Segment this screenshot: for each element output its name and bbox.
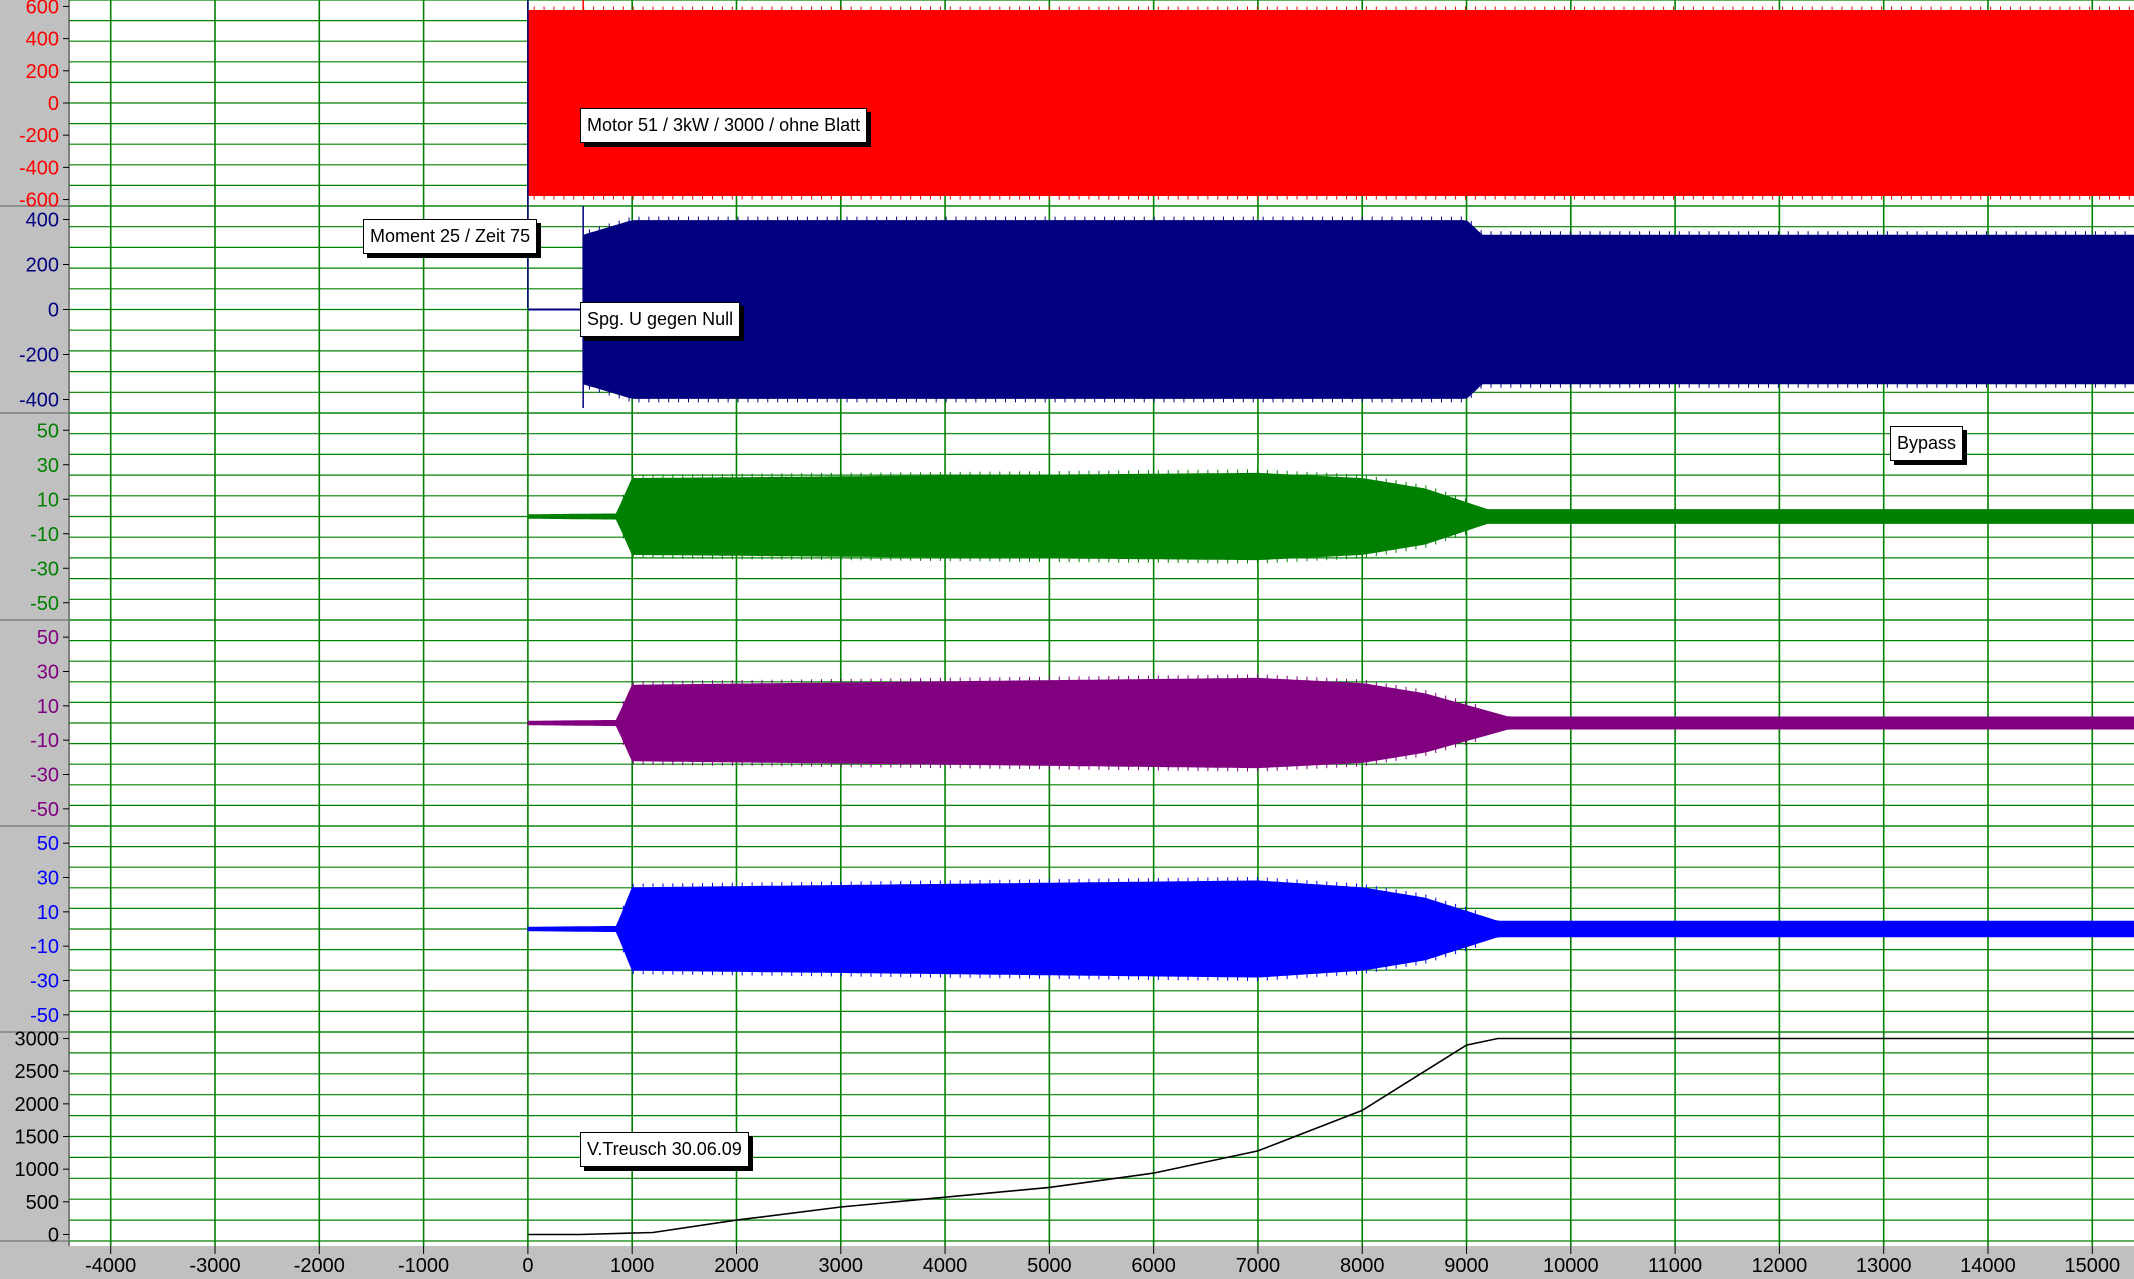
y-tick-label: 0	[48, 93, 59, 115]
y-tick-label: -200	[19, 345, 59, 367]
y-tick-label: 0	[48, 300, 59, 322]
x-tick-label: 5000	[1027, 1255, 1072, 1277]
annotation-author: V.Treusch 30.06.09	[580, 1132, 749, 1167]
x-tick-label: 0	[522, 1255, 533, 1277]
y-tick-label: 50	[37, 420, 59, 442]
series-envelope-5	[527, 880, 2134, 978]
x-tick-label: 3000	[819, 1255, 864, 1277]
x-tick-label: 7000	[1236, 1255, 1281, 1277]
x-tick-label: 14000	[1960, 1255, 2016, 1277]
y-tick-label: 1500	[15, 1127, 60, 1149]
y-tick-label: 50	[37, 833, 59, 855]
series-envelope-3	[527, 472, 2134, 561]
x-tick-label: 11000	[1648, 1255, 1702, 1277]
y-tick-label: 2500	[15, 1061, 60, 1083]
y-tick-label: 10	[37, 696, 59, 718]
y-tick-label: -600	[19, 190, 59, 212]
y-tick-label: 30	[37, 455, 59, 477]
x-tick-label: -1000	[398, 1255, 449, 1277]
x-tick-label: -2000	[294, 1255, 345, 1277]
y-tick-label: 30	[37, 868, 59, 890]
annotation-moment: Moment 25 / Zeit 75	[363, 219, 538, 254]
x-tick-label: 15000	[2064, 1255, 2120, 1277]
series-envelope-4	[527, 677, 2134, 769]
x-tick-label: 2000	[714, 1255, 759, 1277]
x-tick-label: 13000	[1856, 1255, 1912, 1277]
x-tick-label: 4000	[923, 1255, 968, 1277]
x-tick-label: 8000	[1340, 1255, 1385, 1277]
y-tick-label: -10	[30, 730, 59, 752]
x-tick-label: 9000	[1444, 1255, 1489, 1277]
x-axis-panel	[0, 1246, 2134, 1279]
y-tick-label: 1000	[15, 1159, 60, 1181]
y-tick-label: 600	[26, 0, 59, 18]
y-tick-label: 400	[26, 29, 59, 51]
y-tick-label: 200	[26, 61, 59, 83]
y-tick-label: 10	[37, 489, 59, 511]
x-tick-label: 10000	[1543, 1255, 1599, 1277]
annotation-spg: Spg. U gegen Null	[580, 302, 741, 337]
y-tick-label: -30	[30, 558, 59, 580]
y-tick-label: 10	[37, 902, 59, 924]
y-tick-label: -10	[30, 936, 59, 958]
y-tick-label: 500	[26, 1192, 59, 1214]
y-tick-label: -30	[30, 971, 59, 993]
y-tick-label: -50	[30, 593, 59, 615]
y-tick-label: 50	[37, 627, 59, 649]
annotation-bypass: Bypass	[1890, 426, 1964, 461]
y-tick-label: -50	[30, 1005, 59, 1027]
series-layer	[527, 0, 2134, 1236]
series-envelope-2	[582, 220, 2134, 399]
annotation-motor: Motor 51 / 3kW / 3000 / ohne Blatt	[580, 108, 868, 143]
y-tick-label: -50	[30, 799, 59, 821]
y-tick-label: -200	[19, 125, 59, 147]
x-tick-label: 12000	[1752, 1255, 1808, 1277]
speed-line	[527, 1037, 2134, 1236]
y-tick-label: 3000	[15, 1029, 60, 1051]
y-tick-label: -10	[30, 524, 59, 546]
y-tick-label: -400	[19, 157, 59, 179]
y-tick-label: -400	[19, 390, 59, 412]
y-tick-label: 400	[26, 210, 59, 232]
y-tick-label: 2000	[15, 1094, 60, 1116]
y-tick-label: 30	[37, 662, 59, 684]
x-tick-label: -4000	[85, 1255, 136, 1277]
series-envelope-1	[527, 10, 2134, 196]
y-tick-label: 200	[26, 255, 59, 277]
y-tick-label: -30	[30, 765, 59, 787]
x-tick-label: 1000	[610, 1255, 655, 1277]
y-axis-panel	[0, 0, 69, 1279]
x-tick-label: -3000	[189, 1255, 240, 1277]
y-tick-label: 0	[48, 1224, 59, 1246]
x-tick-label: 6000	[1131, 1255, 1176, 1277]
